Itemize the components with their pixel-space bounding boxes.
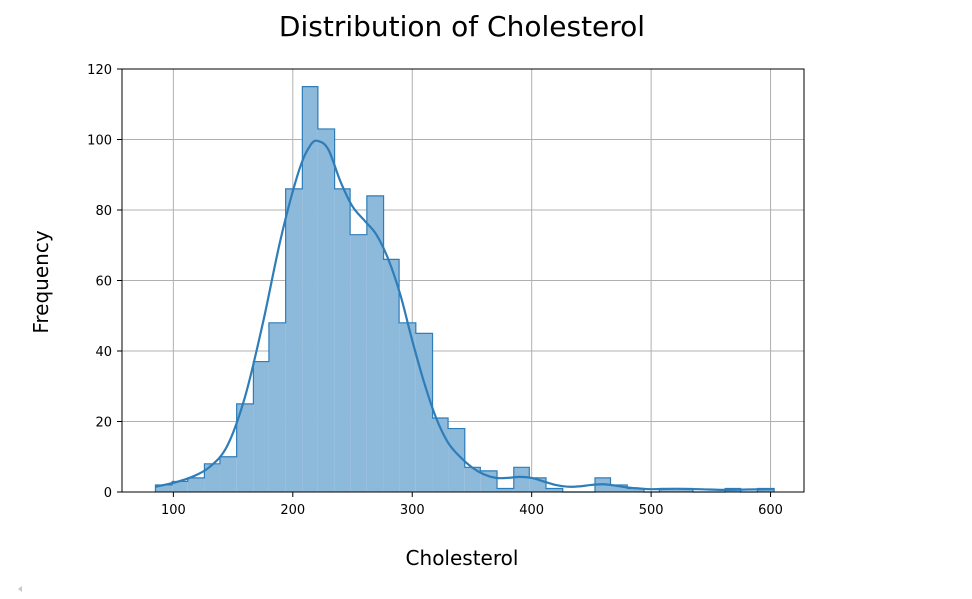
histogram-bar — [268, 322, 286, 492]
x-tick-label: 500 — [639, 503, 664, 518]
x-tick-label: 600 — [758, 503, 783, 518]
resize-handle-icon — [18, 586, 22, 592]
histogram-bar — [627, 488, 644, 492]
histogram-bar — [219, 456, 237, 492]
x-tick-label: 100 — [161, 503, 186, 518]
histogram-bar — [172, 481, 188, 492]
y-tick-label: 120 — [87, 63, 112, 78]
histogram-bar — [317, 128, 335, 493]
histogram-bar — [513, 467, 530, 492]
histogram-bar — [383, 259, 400, 492]
x-tick-label: 300 — [400, 503, 425, 518]
histogram-bar — [415, 333, 433, 492]
histogram-bars — [154, 86, 775, 493]
histogram-bar — [399, 322, 416, 492]
histogram-bar — [366, 195, 384, 492]
histogram-bar — [350, 234, 367, 493]
histogram-bar — [676, 488, 693, 492]
kde-curve — [155, 139, 775, 491]
histogram-bar — [187, 477, 205, 492]
histogram-bar — [334, 188, 351, 492]
x-tick-label: 400 — [519, 503, 544, 518]
histogram-bar — [204, 463, 220, 492]
y-axis-label: Frequency — [29, 230, 53, 333]
y-tick-label: 40 — [95, 345, 112, 360]
histogram-bar — [448, 428, 465, 492]
histogram-bar — [464, 467, 481, 492]
histogram-bar — [155, 484, 173, 492]
histogram-bar — [546, 488, 563, 492]
histogram-bar — [610, 484, 628, 492]
kde-line — [155, 139, 775, 491]
y-tick-label: 60 — [95, 275, 112, 290]
histogram-bar — [302, 86, 318, 492]
y-tick-label: 80 — [95, 204, 112, 219]
histogram-bar — [253, 361, 269, 492]
histogram-bar — [480, 470, 498, 492]
y-tick-label: 100 — [87, 134, 112, 149]
y-tick-label: 20 — [95, 416, 112, 431]
histogram-bar — [285, 188, 303, 492]
axes: 100 200 300 400 500 600 0 20 40 60 80 100 120 — [87, 63, 805, 518]
x-axis-label: Cholesterol — [406, 546, 519, 570]
chart-title: Distribution of Cholesterol — [279, 10, 645, 43]
x-tick-label: 200 — [280, 503, 305, 518]
y-tick-label: 0 — [104, 486, 112, 501]
histogram-bar — [659, 488, 677, 492]
histogram-bar — [497, 488, 514, 492]
histogram-bar — [236, 403, 254, 492]
